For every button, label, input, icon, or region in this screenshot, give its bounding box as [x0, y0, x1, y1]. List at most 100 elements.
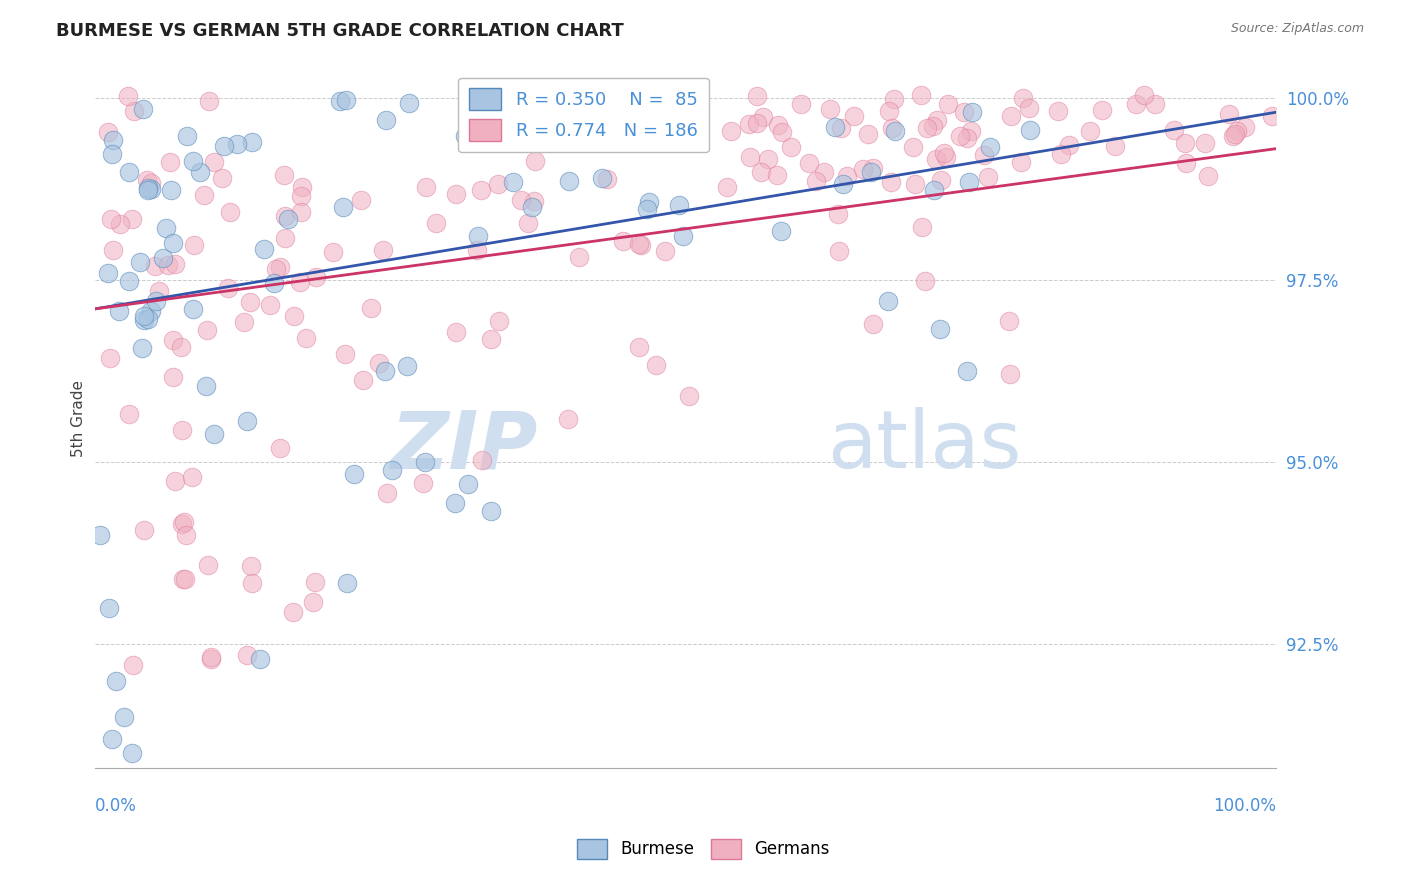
Point [859, 165, 882, 179]
Point [304, 574, 326, 589]
Point [852, 162, 875, 177]
Point [333, 347, 356, 361]
Point [494, 129, 516, 144]
Point [112, 710, 135, 724]
Point [929, 173, 952, 187]
Point [830, 120, 852, 135]
Point [738, 117, 761, 131]
Point [263, 277, 285, 291]
Point [134, 312, 156, 326]
Point [1010, 154, 1032, 169]
Point [526, 131, 548, 145]
Point [96, 125, 118, 139]
Point [461, 124, 484, 138]
Point [613, 114, 636, 128]
Point [797, 156, 820, 170]
Point [117, 89, 139, 103]
Point [266, 261, 288, 276]
Point [780, 140, 803, 154]
Point [101, 147, 124, 161]
Point [162, 333, 184, 347]
Point [304, 270, 326, 285]
Point [591, 171, 613, 186]
Point [398, 96, 420, 111]
Point [281, 605, 304, 619]
Point [335, 93, 357, 107]
Point [1163, 123, 1185, 137]
Point [645, 359, 668, 373]
Point [139, 303, 162, 318]
Point [134, 523, 156, 537]
Point [163, 474, 186, 488]
Point [162, 370, 184, 384]
Point [121, 212, 143, 227]
Point [360, 301, 382, 316]
Point [1133, 88, 1156, 103]
Point [273, 168, 295, 182]
Point [1104, 139, 1126, 153]
Point [249, 651, 271, 665]
Point [654, 244, 676, 258]
Point [136, 173, 159, 187]
Point [818, 102, 841, 116]
Point [101, 731, 124, 746]
Point [444, 496, 467, 510]
Point [835, 169, 858, 183]
Text: BURMESE VS GERMAN 5TH GRADE CORRELATION CHART: BURMESE VS GERMAN 5TH GRADE CORRELATION … [56, 22, 624, 40]
Point [131, 341, 153, 355]
Point [904, 177, 927, 191]
Text: Source: ZipAtlas.com: Source: ZipAtlas.com [1230, 22, 1364, 36]
Point [139, 182, 162, 196]
Point [922, 183, 945, 197]
Point [283, 309, 305, 323]
Point [738, 150, 761, 164]
Point [636, 112, 658, 127]
Point [100, 212, 122, 227]
Point [856, 128, 879, 142]
Point [269, 441, 291, 455]
Point [502, 175, 524, 189]
Point [180, 470, 202, 484]
Point [756, 152, 779, 166]
Point [509, 193, 531, 207]
Point [202, 427, 225, 442]
Point [148, 284, 170, 298]
Point [1143, 96, 1166, 111]
Point [745, 89, 768, 103]
Point [914, 275, 936, 289]
Point [720, 124, 742, 138]
Point [174, 572, 197, 586]
Point [962, 105, 984, 120]
Point [157, 259, 180, 273]
Point [471, 452, 494, 467]
Point [973, 148, 995, 162]
Point [883, 92, 905, 106]
Point [174, 528, 197, 542]
Point [172, 423, 194, 437]
Point [1218, 106, 1240, 120]
Point [1091, 103, 1114, 117]
Point [444, 187, 467, 202]
Point [766, 168, 789, 182]
Point [1057, 137, 1080, 152]
Point [842, 110, 865, 124]
Point [139, 176, 162, 190]
Point [219, 205, 242, 219]
Point [200, 650, 222, 665]
Point [117, 165, 139, 179]
Point [290, 189, 312, 203]
Point [932, 146, 955, 161]
Point [790, 96, 813, 111]
Point [479, 332, 502, 346]
Point [1222, 128, 1244, 143]
Point [957, 176, 980, 190]
Point [202, 155, 225, 169]
Point [415, 455, 437, 469]
Point [1012, 91, 1035, 105]
Point [479, 504, 502, 518]
Point [173, 515, 195, 529]
Point [131, 103, 153, 117]
Point [194, 378, 217, 392]
Point [444, 325, 467, 339]
Point [1078, 123, 1101, 137]
